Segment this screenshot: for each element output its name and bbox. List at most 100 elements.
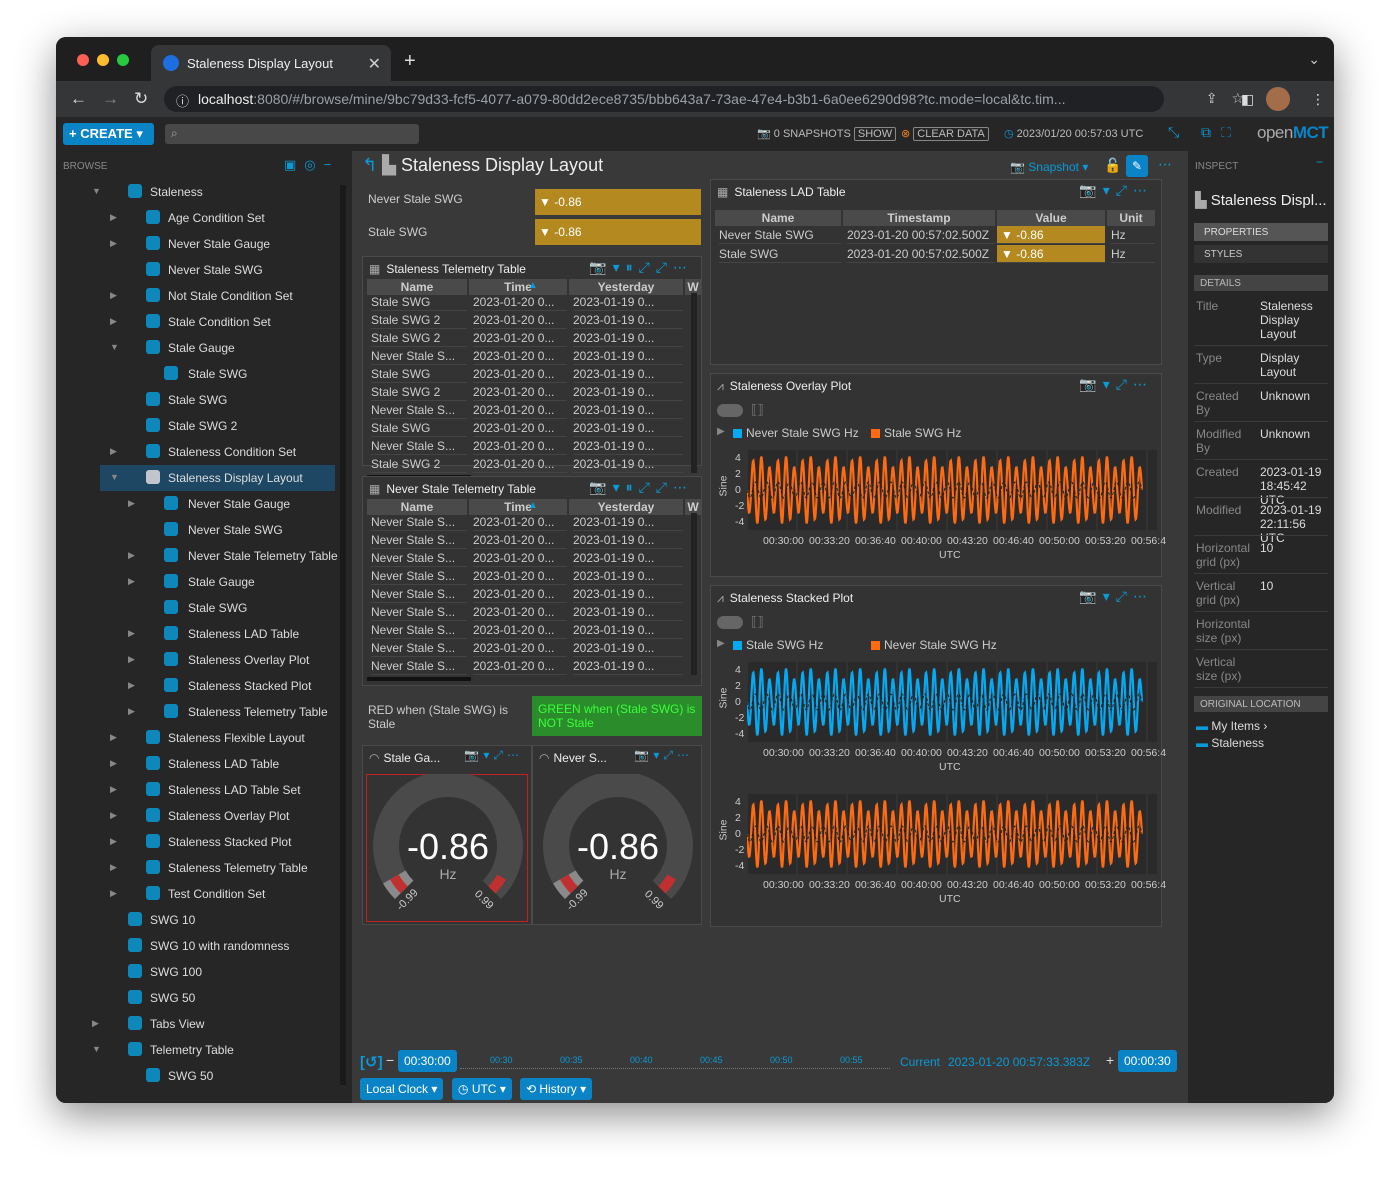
close-tab-icon[interactable]: ✕ <box>367 56 381 73</box>
browser-tab[interactable]: Staleness Display Layout ✕ <box>151 45 391 81</box>
more-options-icon[interactable]: ⋯ <box>1158 156 1172 172</box>
tree-item[interactable]: ▶ Staleness LAD Table <box>56 621 340 647</box>
tree-expand-icon[interactable]: ▶ <box>110 238 117 248</box>
column-header[interactable]: Name <box>367 499 467 515</box>
tree-item[interactable]: SWG 50 <box>56 1063 340 1089</box>
tree-expand-icon[interactable]: ▼ <box>92 1044 101 1054</box>
table-tools-icons[interactable]: 📷▾⏸⤢⤢⋯ <box>589 479 693 495</box>
cursor-guide-toggle[interactable] <box>717 616 743 629</box>
table-tools-icons[interactable]: 📷▾⏸⤢⤢⋯ <box>589 259 693 275</box>
clear-data-button[interactable]: CLEAR DATA <box>913 127 989 141</box>
tree-item[interactable]: ▶ Tabs View <box>56 1011 340 1037</box>
tree-expand-icon[interactable]: ▶ <box>128 628 135 638</box>
tree-expand-icon[interactable]: ▶ <box>128 680 135 690</box>
tree-expand-icon[interactable]: ▶ <box>128 550 135 560</box>
tree-expand-icon[interactable]: ▶ <box>128 654 135 664</box>
stacked-2-plot-area[interactable] <box>747 794 1157 874</box>
tree-expand-icon[interactable]: ▶ <box>128 576 135 586</box>
zoom-window-button[interactable] <box>117 54 129 66</box>
browse-tools-icons[interactable]: ▣◎− <box>284 157 340 172</box>
tree-item[interactable]: ▶ Staleness Telemetry Table <box>56 855 340 881</box>
tree-item[interactable]: ▶ Test Condition Set <box>56 881 340 907</box>
plus-icon[interactable]: + <box>1106 1052 1115 1068</box>
tree-item[interactable]: ▶ Staleness Condition Set <box>56 439 340 465</box>
back-icon[interactable]: ← <box>70 89 87 108</box>
show-snapshots-button[interactable]: SHOW <box>853 127 897 141</box>
tree-expand-icon[interactable]: ▼ <box>92 186 101 196</box>
tree-expand-icon[interactable]: ▶ <box>110 836 117 846</box>
site-info-icon[interactable]: ⓘ <box>176 94 190 109</box>
overlay-plot-area[interactable] <box>747 450 1157 530</box>
tree-expand-icon[interactable]: ▶ <box>110 446 117 456</box>
tree-item[interactable]: ▶ Stale Gauge <box>56 569 340 595</box>
lock-icon[interactable]: 🔓 <box>1104 157 1122 173</box>
tree-expand-icon[interactable]: ▶ <box>110 810 117 820</box>
tree-item[interactable]: Stale SWG <box>56 361 340 387</box>
tab-properties[interactable]: PROPERTIES <box>1194 223 1328 241</box>
gauge-tools-icons[interactable]: 📷▾⤢⋯ <box>634 748 693 762</box>
url-field[interactable]: ⓘ localhost:8080/#/browse/mine/9bc79d33-… <box>164 86 1164 112</box>
tree-expand-icon[interactable]: ▼ <box>110 472 119 482</box>
tree-item[interactable]: SWG 50 <box>56 985 340 1011</box>
column-header[interactable]: Yesterday <box>569 499 683 515</box>
location-staleness[interactable]: ▬ Staleness <box>1196 736 1264 750</box>
tree-item[interactable]: Stale SWG 2 <box>56 413 340 439</box>
column-header[interactable]: Time <box>469 499 567 515</box>
create-button[interactable]: + CREATE ▾ <box>63 123 154 145</box>
cursor-guide-toggle[interactable] <box>717 404 743 417</box>
tree-expand-icon[interactable]: ▶ <box>110 862 117 872</box>
plot-tools-icons[interactable]: 📷▾⤢⋯ <box>1079 588 1153 604</box>
tree-expand-icon[interactable]: ▶ <box>110 758 117 768</box>
tree-item[interactable]: Stale SWG <box>56 595 340 621</box>
tree-expand-icon[interactable]: ▶ <box>110 290 117 300</box>
snapshot-button[interactable]: 📷 Snapshot ▾ <box>1010 160 1089 174</box>
gauge-tools-icons[interactable]: 📷▾⤢⋯ <box>464 748 523 762</box>
start-offset-input[interactable]: 00:30:00 <box>398 1050 457 1072</box>
minimize-window-button[interactable] <box>97 54 109 66</box>
tree-item[interactable]: ▼ Telemetry Table <box>56 1037 340 1063</box>
tree-expand-icon[interactable]: ▶ <box>110 888 117 898</box>
column-header[interactable]: Time <box>469 279 567 295</box>
tree-item[interactable]: ▼ Staleness <box>56 179 340 205</box>
share-bookmark-icons[interactable]: ⇪☆ <box>1205 90 1258 106</box>
tree-item[interactable]: ▶ Staleness Stacked Plot <box>56 673 340 699</box>
legend-expand-icon[interactable]: ▶ <box>717 638 725 649</box>
tree-expand-icon[interactable]: ▼ <box>110 342 119 352</box>
clock-dropdown[interactable]: Local Clock ▾ <box>360 1078 444 1100</box>
end-offset-input[interactable]: 00:00:30 <box>1118 1050 1177 1072</box>
tree-item[interactable]: ▶ Staleness LAD Table Set <box>56 777 340 803</box>
browser-menu-icon[interactable]: ⋮ <box>1311 91 1325 107</box>
column-header[interactable]: Name <box>367 279 467 295</box>
tree-item[interactable]: ▶ Staleness Flexible Layout <box>56 725 340 751</box>
vertical-scrollbar[interactable] <box>691 513 697 675</box>
link-icon[interactable]: ⟦⟧ <box>751 402 764 417</box>
location-my-items[interactable]: ▬ My Items › <box>1196 719 1268 733</box>
column-header[interactable]: W <box>685 279 701 295</box>
tree-item[interactable]: ▶ Not Stale Condition Set <box>56 283 340 309</box>
collapse-icon[interactable]: ⤡ <box>1168 124 1180 140</box>
tree-item[interactable]: Never Stale SWG <box>56 517 340 543</box>
tree-expand-icon[interactable]: ▶ <box>110 212 117 222</box>
legend-item[interactable]: Stale SWG Hz <box>733 638 823 652</box>
tree-item[interactable]: ▶ Staleness Stacked Plot <box>56 829 340 855</box>
forward-icon[interactable]: → <box>102 89 119 108</box>
tab-search-icon[interactable]: ⌄ <box>1308 51 1320 67</box>
history-dropdown[interactable]: ⟲ History ▾ <box>520 1078 593 1100</box>
new-tab-icon[interactable]: + <box>404 50 416 72</box>
profile-avatar[interactable] <box>1266 87 1290 111</box>
timezone-dropdown[interactable]: ◷ UTC ▾ <box>452 1078 512 1100</box>
up-arrow-icon[interactable]: ↰ <box>362 155 378 175</box>
tree-item[interactable]: Stale SWG <box>56 387 340 413</box>
tree-item[interactable]: SWG 10 with randomness <box>56 933 340 959</box>
tree-expand-icon[interactable]: ▶ <box>110 316 117 326</box>
tree-item[interactable]: ▶ Stale Condition Set <box>56 309 340 335</box>
collapse-inspector-icon[interactable]: − <box>1316 155 1324 169</box>
tree-item[interactable]: SWG 10 <box>56 907 340 933</box>
sidebar-toggle-icon[interactable]: ◧ <box>1241 91 1255 107</box>
vertical-scrollbar[interactable] <box>691 293 697 473</box>
legend-item[interactable]: Stale SWG Hz <box>871 426 961 440</box>
search-input[interactable]: ⌕ <box>165 124 419 144</box>
reload-icon[interactable]: ↻ <box>134 89 149 108</box>
minus-icon[interactable]: − <box>386 1052 395 1068</box>
tree-item[interactable]: ▶ Staleness Telemetry Table <box>56 699 340 725</box>
